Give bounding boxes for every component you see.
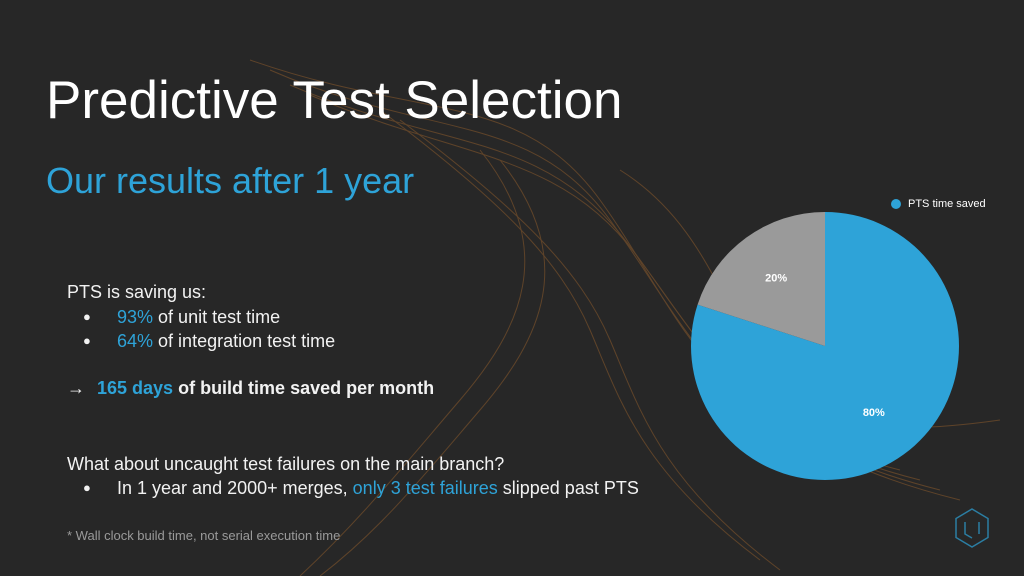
- arrow: →: [67, 378, 85, 398]
- bullet: 64% of integration test time: [67, 331, 335, 352]
- question: What about uncaught test failures on the…: [67, 454, 505, 474]
- highlight: only 3 test failures: [352, 478, 498, 498]
- summary-text: of build time saved per month: [178, 378, 435, 398]
- bullet-text: of integration test time: [158, 331, 336, 351]
- slide-subtitle: Our results after 1 year: [46, 160, 415, 201]
- pie-slice: [697, 212, 825, 346]
- slide-title: Predictive Test Selection: [46, 71, 623, 130]
- slice-label: 80%: [863, 407, 885, 419]
- intro-text: PTS is saving us:: [67, 282, 207, 302]
- answer-text: slipped past PTS: [502, 478, 639, 498]
- footnote: * Wall clock build time, not serial exec…: [67, 528, 341, 543]
- slice-label: 20%: [765, 273, 787, 285]
- legend-marker: [891, 199, 901, 209]
- answer-text: In 1 year and 2000+ merges,: [117, 478, 348, 498]
- highlight: 64%: [117, 331, 154, 351]
- pie-slice: [690, 212, 959, 480]
- bullet: In 1 year and 2000+ merges, only 3 test …: [67, 478, 639, 499]
- legend-label: PTS time saved: [908, 198, 986, 210]
- bullet-text: of unit test time: [158, 307, 281, 327]
- summary: → 165 days of build time saved per month: [67, 378, 434, 399]
- highlight: 165 days: [97, 378, 174, 398]
- highlight: 93%: [117, 307, 154, 327]
- bullet: 93% of unit test time: [67, 307, 280, 328]
